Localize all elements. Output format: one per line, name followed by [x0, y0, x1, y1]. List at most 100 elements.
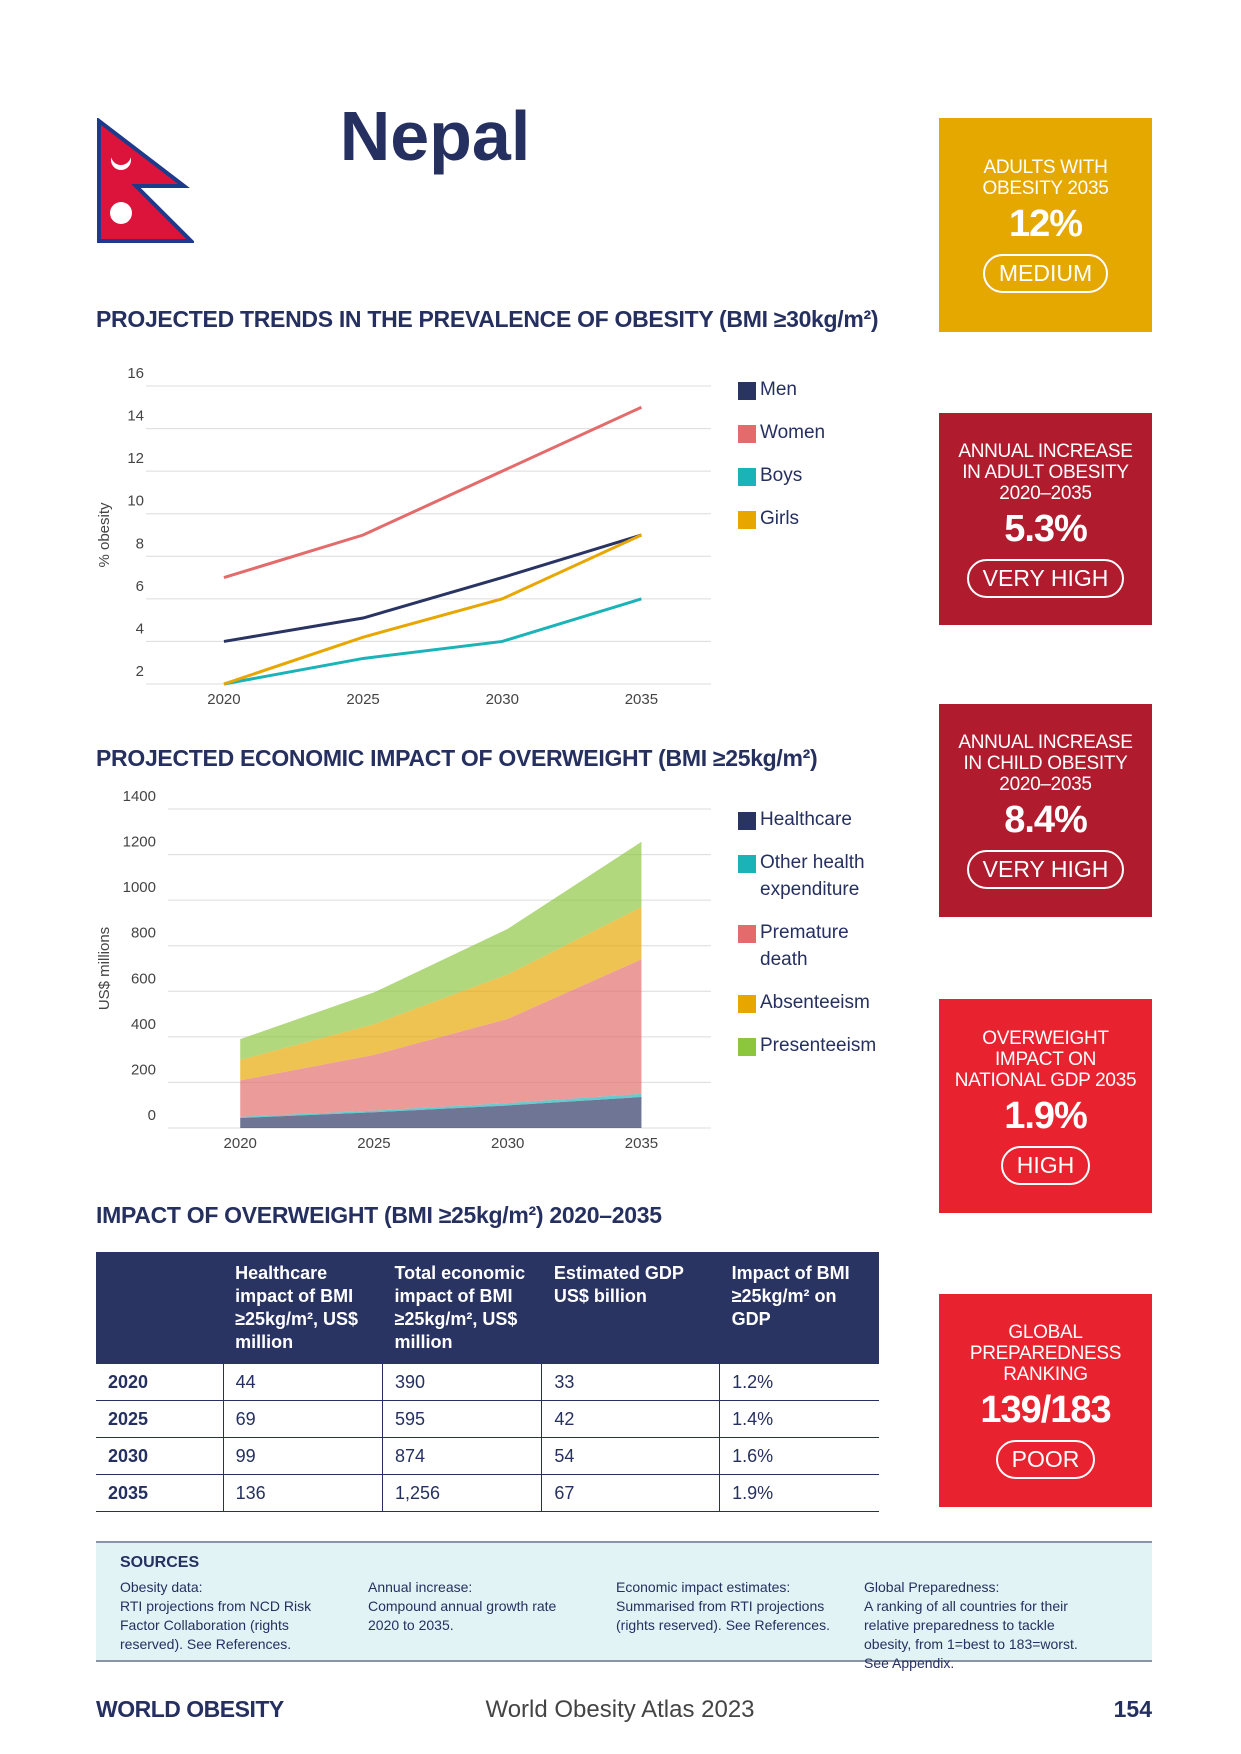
y-tick-label: 14: [127, 408, 144, 425]
source-column: Obesity data: RTI projections from NCD Ri…: [120, 1578, 340, 1673]
card-label: ANNUAL INCREASE IN CHILD OBESITY 2020–20…: [958, 732, 1133, 795]
line-series: [223, 597, 642, 686]
legend-label: Absenteeism: [760, 992, 870, 1013]
legend-label: Other health expenditure: [760, 852, 865, 900]
x-tick-label: 2020: [207, 691, 240, 708]
section-title: IMPACT OF OVERWEIGHT (BMI ≥25kg/m²) 2020…: [96, 1202, 662, 1228]
x-tick-label: 2035: [625, 691, 658, 708]
y-tick-label: 0: [148, 1107, 156, 1124]
legend-label: Boys: [760, 465, 803, 486]
area-chart: 0 200 400 600 800 1000 1200 1400 2020 2025 2030 203…: [96, 790, 711, 1152]
legend-swatch: [738, 925, 756, 943]
line-series: [223, 405, 643, 580]
table-cell: 1.2%: [719, 1364, 879, 1401]
flag: [97, 118, 194, 243]
card-rating: VERY HIGH: [966, 850, 1125, 889]
stat-card: OVERWEIGHT IMPACT ON NATIONAL GDP 2035 1.…: [939, 999, 1152, 1213]
y-tick-label: 1200: [123, 834, 156, 851]
header-cell: Healthcare impact of BMI ≥25kg/m², US$ m…: [223, 1252, 383, 1364]
card-label: GLOBAL PREPAREDNESS RANKING: [969, 1322, 1122, 1385]
y-tick-label: 1400: [123, 790, 156, 805]
legend-swatch: [738, 382, 756, 400]
card-value: 1.9%: [1004, 1094, 1088, 1137]
source-text: Compound annual growth rate 2020 to 2035…: [368, 1598, 557, 1633]
x-tick-label: 2030: [491, 1135, 524, 1152]
table-cell: 1.4%: [719, 1400, 879, 1438]
legend-item: Presenteeism: [738, 1035, 885, 1059]
logo: WORLD OBESITY: [96, 1696, 284, 1722]
source-column: Annual increase: Compound annual growth r…: [368, 1578, 588, 1673]
x-tick-label: 2025: [357, 1135, 390, 1152]
table-cell: 2025: [96, 1400, 224, 1438]
source-text: A ranking of all countries for their rel…: [864, 1598, 1078, 1671]
legend-swatch: [738, 812, 756, 830]
line-series: [223, 533, 643, 686]
source-title: Economic impact estimates:: [616, 1579, 791, 1595]
source-title: Annual increase:: [368, 1579, 473, 1595]
legend-item: Other health expenditure: [738, 852, 885, 903]
table-cell: 69: [222, 1400, 383, 1438]
legend-swatch: [738, 425, 756, 443]
page-number: 154: [1113, 1696, 1152, 1722]
impact-table: Healthcare impact of BMI ≥25kg/m², US$ m…: [96, 1252, 879, 1512]
table-cell: 33: [541, 1364, 720, 1401]
card-rating: MEDIUM: [982, 254, 1109, 293]
area-series: [240, 1097, 642, 1128]
legend-item: Premature death: [738, 922, 885, 973]
legend-swatch: [738, 855, 756, 873]
header-cell: [96, 1252, 224, 1364]
source-text: Summarised from RTI projections (rights …: [616, 1598, 830, 1633]
sources-columns: Obesity data: RTI projections from NCD Ri…: [120, 1578, 1128, 1673]
header-row: Healthcare impact of BMI ≥25kg/m², US$ m…: [96, 1252, 879, 1364]
y-tick-label: 200: [131, 1061, 156, 1078]
stat-card: ADULTS WITH OBESITY 2035 12% MEDIUM: [939, 118, 1152, 332]
table-cell: 42: [541, 1400, 720, 1438]
table-cell: 44: [222, 1364, 383, 1401]
section-title: PROJECTED ECONOMIC IMPACT OF OVERWEIGHT …: [96, 745, 818, 771]
table-row: 2035 136 1,256 67 1.9%: [96, 1474, 879, 1512]
page-title: Nepal: [339, 97, 531, 175]
card-rating: VERY HIGH: [966, 558, 1125, 598]
table-cell: 2035: [96, 1474, 224, 1512]
y-tick-label: 600: [131, 970, 156, 987]
table-row: 2020 44 390 33 1.2%: [96, 1364, 879, 1401]
card-value: 12%: [1008, 203, 1083, 245]
legend-item: Women: [738, 422, 885, 446]
x-tick-label: 2035: [625, 1135, 658, 1152]
source-text: RTI projections from NCD Risk Factor Col…: [120, 1598, 312, 1652]
section-title: PROJECTED TRENDS IN THE PREVALENCE OF OB…: [96, 306, 879, 332]
table-cell: 1,256: [381, 1474, 542, 1512]
source-title: Global Preparedness:: [864, 1579, 1000, 1595]
legend-swatch: [738, 511, 756, 529]
table-cell: 136: [222, 1474, 383, 1512]
y-tick-label: 800: [131, 925, 156, 942]
y-tick-label: 8: [136, 535, 144, 552]
legend-item: Healthcare: [738, 809, 885, 833]
header-cell: Impact of BMI ≥25kg/m² on GDP: [719, 1252, 879, 1364]
table-cell: 67: [541, 1474, 720, 1512]
source-column: Global Preparedness: A ranking of all cou…: [864, 1578, 1084, 1673]
card-label: ADULTS WITH OBESITY 2035: [982, 157, 1109, 199]
legend-item: Absenteeism: [738, 992, 885, 1016]
source-title: Obesity data:: [120, 1579, 203, 1595]
table-cell: 390: [381, 1364, 542, 1401]
y-axis-label: % obesity: [96, 502, 113, 568]
table-cell: 54: [541, 1437, 720, 1475]
table-row: 2030 99 874 54 1.6%: [96, 1437, 879, 1475]
y-tick-label: 12: [127, 450, 144, 467]
card-value: 139/183: [980, 1389, 1111, 1431]
stat-card: ANNUAL INCREASE IN ADULT OBESITY 2020–20…: [939, 413, 1152, 625]
card-label: OVERWEIGHT IMPACT ON NATIONAL GDP 2035: [954, 1027, 1137, 1091]
card-label: ANNUAL INCREASE IN ADULT OBESITY 2020–20…: [958, 440, 1133, 504]
legend-label: Healthcare: [760, 809, 852, 830]
y-tick-label: 16: [127, 365, 144, 382]
stat-card: ANNUAL INCREASE IN CHILD OBESITY 2020–20…: [939, 704, 1152, 917]
legend-swatch: [738, 468, 756, 486]
legend-label: Women: [760, 422, 826, 443]
card-value: 5.3%: [1004, 507, 1088, 550]
x-tick-label: 2020: [224, 1135, 257, 1152]
x-tick-label: 2025: [346, 691, 379, 708]
header-cell: Estimated GDP US$ billion: [541, 1252, 720, 1364]
table-row: 2025 69 595 42 1.4%: [96, 1400, 879, 1438]
